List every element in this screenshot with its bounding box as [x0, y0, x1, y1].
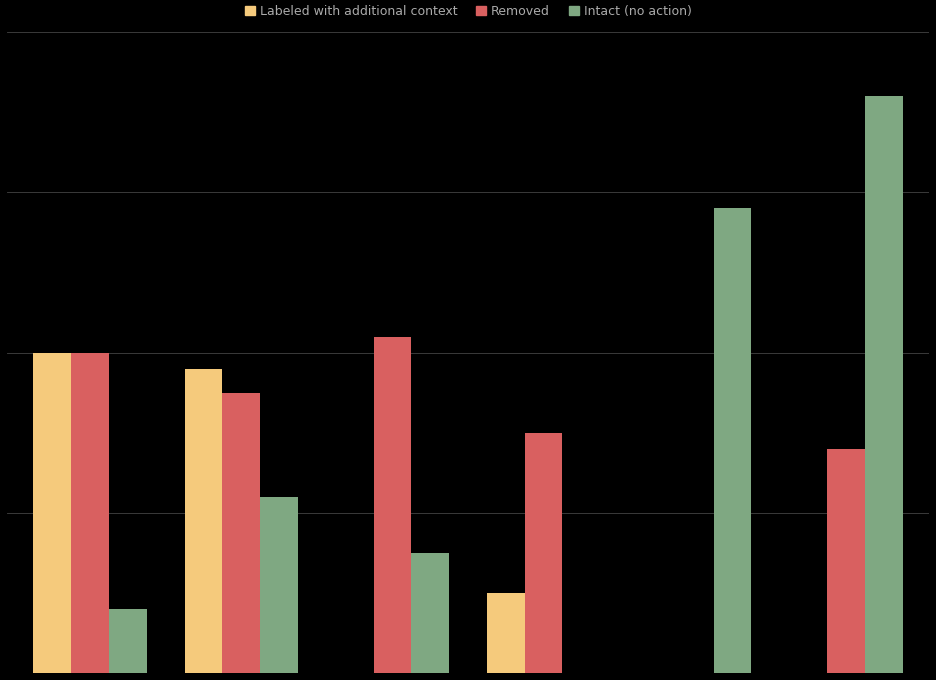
Bar — [109, 609, 147, 673]
Bar — [411, 553, 449, 673]
Bar — [865, 96, 902, 673]
Bar — [373, 337, 411, 673]
Legend: Labeled with additional context, Removed, Intact (no action): Labeled with additional context, Removed… — [240, 0, 696, 23]
Bar — [223, 392, 260, 673]
Bar — [827, 449, 865, 673]
Bar — [260, 497, 298, 673]
Bar — [487, 593, 525, 673]
Bar — [71, 353, 109, 673]
Bar — [34, 353, 71, 673]
Bar — [525, 432, 563, 673]
Bar — [713, 208, 752, 673]
Bar — [184, 369, 223, 673]
